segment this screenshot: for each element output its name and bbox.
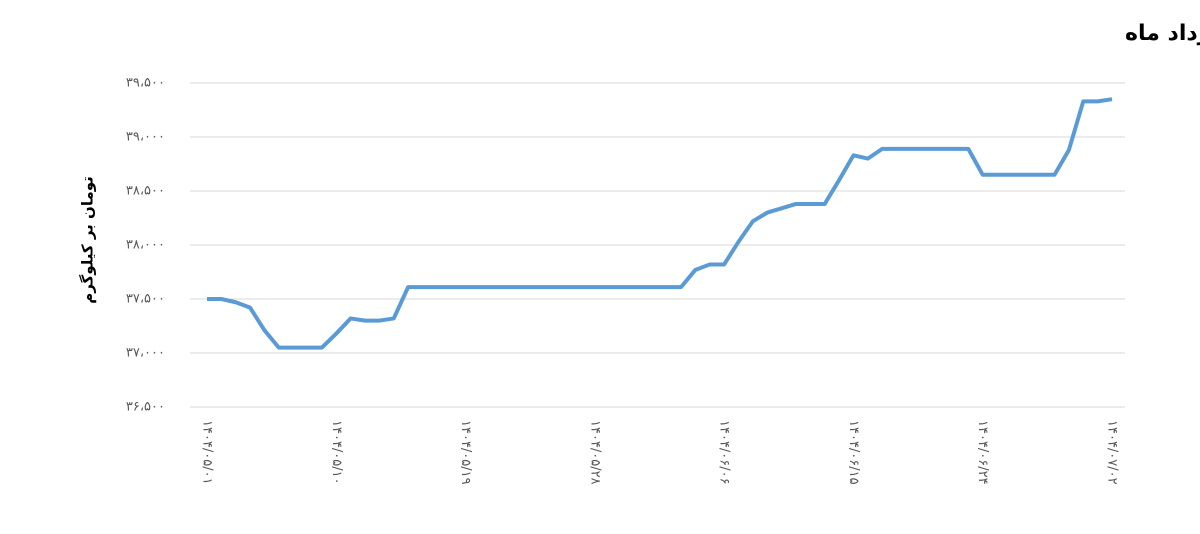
x-tick-label: ۱۴۰۴/۰۵/۲۸ xyxy=(587,420,602,485)
y-tick-label: ۳۹،۰۰۰ xyxy=(126,130,165,145)
y-tick-label: ۳۷،۵۰۰ xyxy=(126,292,165,307)
y-tick-label: ۳۷،۰۰۰ xyxy=(126,346,165,361)
y-tick-label: ۳۹،۵۰۰ xyxy=(126,76,165,91)
y-tick-label: ۳۸،۰۰۰ xyxy=(126,238,165,253)
x-tick-label: ۱۴۰۴/۰۵/۰۱ xyxy=(200,420,215,485)
y-tick-label: ۳۸،۵۰۰ xyxy=(126,184,165,199)
data-line xyxy=(207,97,1113,350)
x-tick-label: ۱۴۰۴/۰۶/۱۵ xyxy=(846,420,861,485)
x-tick-label: ۱۴۰۴/۰۶/۲۴ xyxy=(975,420,990,485)
x-tick-label: ۱۴۰۴/۰۷/۰۲ xyxy=(1105,420,1120,485)
y-tick-label: ۳۶،۵۰۰ xyxy=(126,400,165,415)
x-tick-label: ۱۴۰۴/۰۵/۱۹ xyxy=(458,420,473,485)
x-tick-label: ۱۴۰۴/۰۶/۰۶ xyxy=(717,420,732,485)
x-tick-label: ۱۴۰۴/۰۵/۱۰ xyxy=(329,420,344,485)
chart-title: شاخص قیمت میلگرد ساده شاخه از ابتدای مرد… xyxy=(1125,19,1200,46)
y-axis-label: تومان بر کیلوگرم xyxy=(79,176,97,304)
